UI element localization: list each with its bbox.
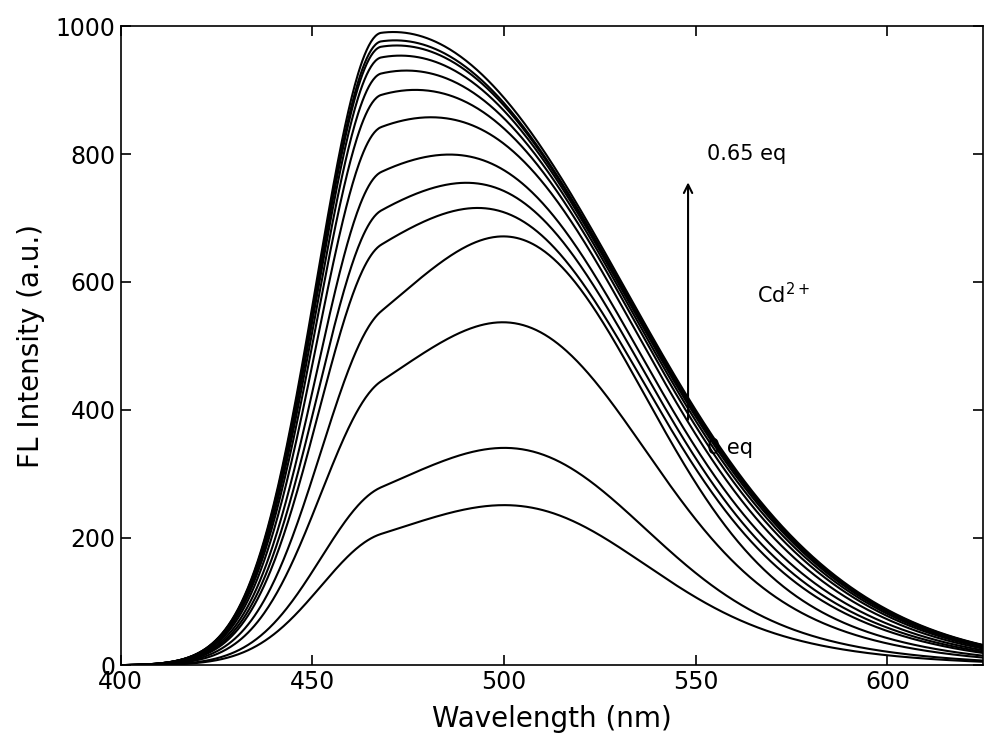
X-axis label: Wavelength (nm): Wavelength (nm)	[432, 705, 672, 734]
Text: 0 eq: 0 eq	[707, 439, 753, 458]
Text: Cd$^{2+}$: Cd$^{2+}$	[757, 282, 810, 308]
Y-axis label: FL Intensity (a.u.): FL Intensity (a.u.)	[17, 224, 45, 468]
Text: 0.65 eq: 0.65 eq	[707, 143, 786, 164]
